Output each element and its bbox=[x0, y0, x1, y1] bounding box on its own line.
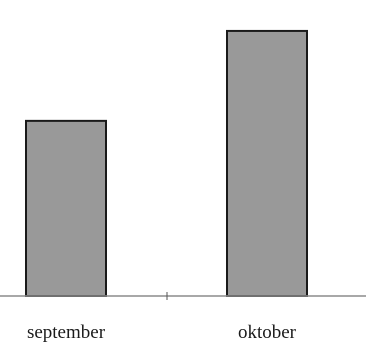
x-tick-label-oktober: oktober bbox=[238, 322, 297, 343]
labels-layer: september oktober bbox=[27, 322, 297, 343]
bar-september bbox=[25, 119, 107, 297]
bars-layer bbox=[25, 29, 308, 298]
x-tick-label-september: september bbox=[27, 322, 106, 343]
bar-oktober bbox=[226, 29, 308, 298]
